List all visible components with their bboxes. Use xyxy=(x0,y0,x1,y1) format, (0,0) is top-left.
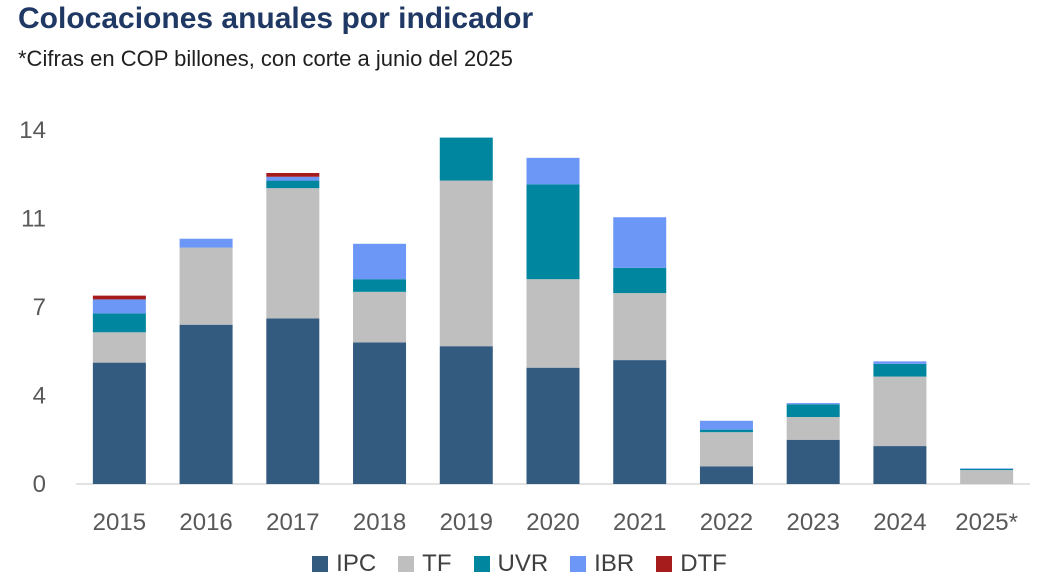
bar-segment-tf xyxy=(266,188,320,319)
legend-label: IBR xyxy=(594,550,635,577)
legend-label: UVR xyxy=(497,550,549,577)
bar-segment-tf xyxy=(873,376,927,447)
y-tick-label: 0 xyxy=(33,471,46,498)
legend-item: IPC xyxy=(312,550,376,578)
legend-item: IBR xyxy=(570,550,634,578)
bar-segment-dtf xyxy=(266,172,320,177)
chart-legend: IPC TF UVR IBR DTF xyxy=(0,550,1039,578)
legend-label: IPC xyxy=(336,550,377,577)
bar-segment-uvr xyxy=(526,184,580,280)
bar-segment-tf xyxy=(353,291,407,343)
bar-segment-ibr xyxy=(613,217,667,268)
stacked-bar-chart: 0 4 7 11 14 2015 2016 2017 2018 2019 2020 2021 2022 2… xyxy=(19,117,1030,536)
bar-segment-ipc xyxy=(699,466,753,484)
x-tick-label: 2022 xyxy=(700,509,753,536)
chart-title: Colocaciones anuales por indicador xyxy=(18,2,534,35)
bar-segment-uvr xyxy=(960,468,1014,471)
legend-swatch xyxy=(656,556,673,572)
bar-segment-tf xyxy=(92,332,146,363)
x-tick-label: 2018 xyxy=(353,509,406,536)
y-tick-label: 11 xyxy=(21,206,46,233)
bar-segment-ipc xyxy=(613,360,667,484)
bar-segment-ipc xyxy=(353,342,407,484)
chart-subtitle: *Cifras en COP billones, con corte a jun… xyxy=(18,46,513,71)
bar-segment-uvr xyxy=(699,429,753,433)
x-tick-label: 2024 xyxy=(873,509,926,536)
bar-segment-tf xyxy=(786,416,840,440)
bar-segment-uvr xyxy=(873,363,927,377)
legend-swatch xyxy=(312,556,329,572)
bar-segment-tf xyxy=(960,470,1014,484)
legend-label: TF xyxy=(422,550,452,577)
y-tick-label: 4 xyxy=(33,383,46,410)
legend-swatch xyxy=(570,556,587,572)
bar-segment-uvr xyxy=(786,404,840,417)
bar-segment-ipc xyxy=(439,346,493,484)
bar-segment-uvr xyxy=(92,313,146,333)
x-tick-label: 2015 xyxy=(93,509,146,536)
bar-segment-ibr xyxy=(266,176,320,181)
bar-segment-ipc xyxy=(873,446,927,484)
bar-segment-ibr xyxy=(92,299,146,314)
bar-segment-ibr xyxy=(960,468,1014,469)
x-tick-label: 2021 xyxy=(613,509,666,536)
bar-segment-ibr xyxy=(353,243,407,280)
x-tick-label: 2025* xyxy=(955,509,1018,536)
bar-segment-uvr xyxy=(266,180,320,189)
y-tick-label: 14 xyxy=(19,117,46,144)
bar-segment-dtf xyxy=(92,295,146,300)
bar-segment-ipc xyxy=(92,362,146,484)
bar-segment-uvr xyxy=(439,137,493,181)
bar-segment-uvr xyxy=(613,267,667,294)
x-tick-label: 2016 xyxy=(179,509,232,536)
legend-swatch xyxy=(473,556,490,572)
legend-label: DTF xyxy=(680,550,727,577)
bar-segment-tf xyxy=(179,247,233,325)
y-tick-label: 7 xyxy=(33,294,46,321)
x-tick-label: 2019 xyxy=(440,509,493,536)
bar-segment-tf xyxy=(699,432,753,467)
bar-segment-ibr xyxy=(526,157,580,185)
x-tick-label: 2017 xyxy=(266,509,319,536)
x-tick-label: 2020 xyxy=(526,509,579,536)
bar-segment-tf xyxy=(526,279,580,368)
bar-segment-tf xyxy=(613,293,667,361)
x-tick-label: 2023 xyxy=(786,509,839,536)
legend-swatch xyxy=(398,556,415,572)
bar-segment-ipc xyxy=(179,324,233,484)
bar-segment-ipc xyxy=(526,367,580,484)
bar-segment-uvr xyxy=(353,279,407,292)
bar-segment-ibr xyxy=(179,238,233,248)
bar-segment-ibr xyxy=(873,361,927,364)
bar-segment-ipc xyxy=(786,439,840,484)
legend-item: UVR xyxy=(473,550,549,578)
bar-segment-tf xyxy=(439,180,493,347)
legend-item: DTF xyxy=(656,550,727,578)
bar-segment-ibr xyxy=(699,420,753,430)
legend-item: TF xyxy=(398,550,452,578)
bar-segment-ibr xyxy=(786,403,840,405)
bar-segment-ipc xyxy=(266,318,320,484)
